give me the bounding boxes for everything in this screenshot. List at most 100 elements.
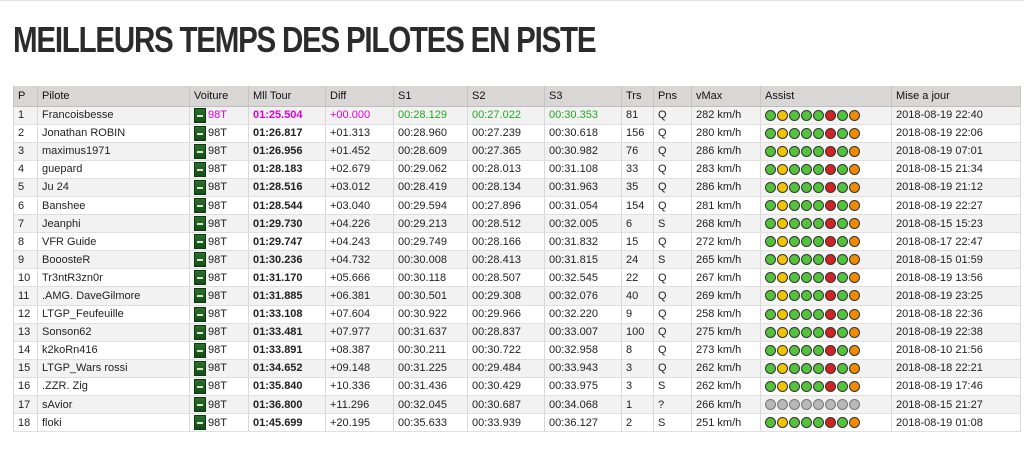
stability-icon	[813, 290, 824, 302]
diff-time: +09.148	[325, 359, 394, 378]
session-type: Q	[653, 178, 692, 197]
diff-time: +03.012	[325, 178, 394, 197]
sector-3: 00:30.353	[544, 106, 622, 125]
col-header-s2[interactable]: S2	[467, 86, 545, 107]
auto-clutch-icon	[825, 127, 836, 139]
diff-time: +07.604	[325, 305, 394, 324]
last-update: 2018-08-19 23:25	[891, 286, 1021, 306]
col-header-s1[interactable]: S1	[393, 86, 468, 107]
stability-icon	[813, 308, 824, 320]
auto-shift-icon	[837, 399, 848, 411]
sector-2: 00:30.722	[467, 341, 545, 360]
laps-count: 35	[621, 178, 654, 197]
stability-icon	[813, 344, 824, 356]
stability-icon	[813, 200, 824, 212]
leaderboard-table: P Pilote Voiture Mll Tour Diff S1 S2 S3 …	[13, 86, 1021, 433]
abs-icon	[789, 326, 800, 338]
best-lap: 01:34.652	[248, 359, 326, 378]
laps-count: 8	[621, 341, 654, 360]
abs-icon	[789, 109, 800, 121]
col-header-p[interactable]: P	[13, 86, 38, 107]
racing-line-icon	[849, 380, 860, 392]
col-header-tour[interactable]: Mll Tour	[248, 86, 326, 107]
laps-count: 3	[621, 377, 654, 397]
abs-icon	[789, 399, 800, 411]
col-header-assist[interactable]: Assist	[760, 86, 892, 107]
session-type: Q	[653, 323, 692, 342]
racing-line-icon	[849, 109, 860, 121]
auto-shift-icon	[837, 200, 848, 212]
table-row: 18 floki 98T 01:45.699 +20.195 00:35.633 00:33…	[13, 413, 1021, 433]
auto-shift-icon	[837, 163, 848, 175]
sector-2: 00:28.013	[467, 160, 545, 179]
pilot-name: LTGP_Feufeuille	[37, 305, 190, 324]
table-row: 17 sAvior 98T 01:36.800 +11.296 00:32.045 00:3…	[13, 395, 1021, 415]
car-livery-icon	[194, 270, 206, 286]
session-type: Q	[653, 142, 692, 161]
position-cell: 7	[13, 214, 38, 234]
car-livery-icon	[194, 288, 206, 304]
best-lap: 01:26.956	[248, 142, 326, 161]
position-cell: 17	[13, 395, 38, 415]
sector-3: 00:32.076	[544, 286, 622, 306]
vmax: 282 km/h	[691, 106, 761, 125]
sector-3: 00:32.958	[544, 341, 622, 360]
sector-1: 00:31.225	[393, 359, 468, 378]
racing-line-icon	[849, 308, 860, 320]
braking-help-icon	[777, 145, 788, 157]
col-header-pilote[interactable]: Pilote	[37, 86, 190, 107]
table-row: 7 Jeanphi 98T 01:29.730 +04.226 00:29.213 00:2…	[13, 214, 1021, 234]
pilot-name: k2koRn416	[37, 341, 190, 360]
sector-3: 00:33.943	[544, 359, 622, 378]
laps-count: 22	[621, 268, 654, 288]
abs-icon	[789, 236, 800, 248]
stability-icon	[813, 127, 824, 139]
sector-2: 00:29.308	[467, 286, 545, 306]
laps-count: 3	[621, 359, 654, 378]
vmax: 286 km/h	[691, 178, 761, 197]
auto-clutch-icon	[825, 163, 836, 175]
sector-1: 00:31.637	[393, 323, 468, 342]
sector-1: 00:30.008	[393, 250, 468, 270]
col-header-vmax[interactable]: vMax	[691, 86, 761, 107]
car-livery-icon	[194, 397, 206, 413]
traction-control-icon	[801, 127, 812, 139]
col-header-voiture[interactable]: Voiture	[189, 86, 249, 107]
col-header-pns[interactable]: Pns	[653, 86, 692, 107]
car-cell: 98T	[189, 359, 249, 378]
last-update: 2018-08-15 21:34	[891, 160, 1021, 179]
col-header-diff[interactable]: Diff	[325, 86, 394, 107]
car-cell: 98T	[189, 305, 249, 324]
best-lap: 01:26.817	[248, 124, 326, 143]
steering-help-icon	[765, 399, 776, 411]
racing-line-icon	[849, 290, 860, 302]
car-livery-icon	[194, 306, 206, 322]
col-header-trs[interactable]: Trs	[621, 86, 654, 107]
pilot-name: BooosteR	[37, 250, 190, 270]
abs-icon	[789, 380, 800, 392]
sector-3: 00:32.220	[544, 305, 622, 324]
sector-1: 00:32.045	[393, 395, 468, 415]
assist-cell	[760, 196, 892, 216]
best-lap: 01:33.891	[248, 341, 326, 360]
abs-icon	[789, 127, 800, 139]
assist-cell	[760, 305, 892, 324]
steering-help-icon	[765, 344, 776, 356]
last-update: 2018-08-17 22:47	[891, 232, 1021, 252]
col-header-s3[interactable]: S3	[544, 86, 622, 107]
best-lap: 01:29.747	[248, 232, 326, 252]
sector-1: 00:29.594	[393, 196, 468, 216]
steering-help-icon	[765, 236, 776, 248]
car-cell: 98T	[189, 250, 249, 270]
assist-cell	[760, 214, 892, 234]
position-cell: 15	[13, 359, 38, 378]
stability-icon	[813, 417, 824, 429]
car-name: 98T	[208, 127, 227, 140]
pilot-name: Sonson62	[37, 323, 190, 342]
pilot-name: guepard	[37, 160, 190, 179]
racing-line-icon	[849, 200, 860, 212]
assist-cell	[760, 359, 892, 378]
car-name: 98T	[208, 308, 227, 321]
col-header-maj[interactable]: Mise a jour	[891, 86, 1021, 107]
position-cell: 5	[13, 178, 38, 197]
